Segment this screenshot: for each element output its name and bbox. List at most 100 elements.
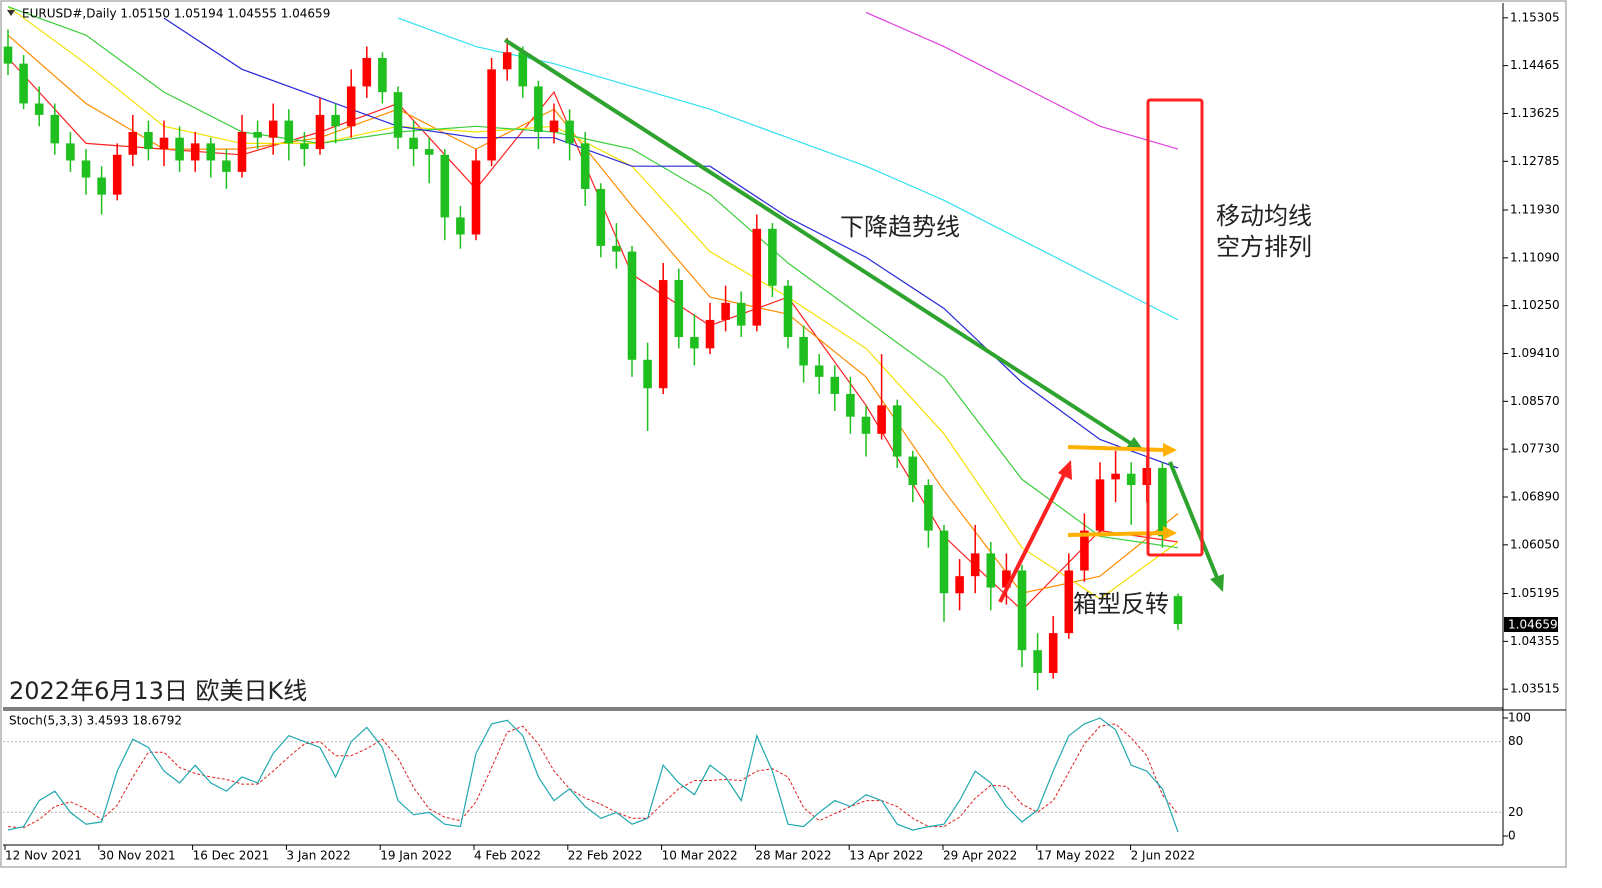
candle-body bbox=[112, 154, 122, 195]
candle-body bbox=[315, 114, 325, 150]
arrow-head bbox=[1163, 443, 1177, 457]
candle-body bbox=[580, 143, 590, 189]
candle-body bbox=[752, 228, 762, 326]
candle-body bbox=[565, 120, 574, 144]
candle-body bbox=[1111, 473, 1120, 480]
candle-body bbox=[830, 376, 840, 394]
y-tick-label: 1.08570 bbox=[1510, 394, 1560, 408]
x-tick-label: 28 Mar 2022 bbox=[755, 849, 831, 863]
arrow-head bbox=[1163, 526, 1177, 540]
candle-body bbox=[471, 160, 481, 235]
chart-title: 2022年6月13日 欧美日K线 bbox=[9, 677, 307, 705]
moving-average bbox=[865, 11, 1179, 150]
candle-body bbox=[19, 63, 28, 104]
candle-body bbox=[1064, 570, 1074, 634]
stoch-d bbox=[7, 723, 1179, 829]
y-tick-label: 1.07730 bbox=[1510, 442, 1560, 456]
candle-body bbox=[846, 393, 855, 417]
moving-average bbox=[7, 6, 1179, 549]
candle-body bbox=[409, 137, 418, 150]
moving-average bbox=[7, 57, 1179, 612]
candle-body bbox=[144, 131, 153, 150]
candle-body bbox=[378, 57, 387, 93]
y-tick-label: 1.14465 bbox=[1510, 58, 1560, 72]
candle-body bbox=[721, 302, 730, 320]
candle-body bbox=[159, 137, 169, 150]
arrow-head bbox=[1058, 460, 1072, 480]
trend-line bbox=[503, 38, 1140, 450]
y-tick-label: 1.12785 bbox=[1510, 154, 1560, 168]
candle-body bbox=[331, 114, 340, 127]
candle-body bbox=[908, 456, 918, 486]
x-tick-label: 12 Nov 2021 bbox=[5, 849, 82, 863]
moving-average bbox=[163, 17, 1179, 469]
candle-body bbox=[799, 336, 808, 366]
x-tick-label: 2 Jun 2022 bbox=[1131, 849, 1196, 863]
x-tick-label: 3 Jan 2022 bbox=[286, 849, 350, 863]
candle-body bbox=[1158, 467, 1167, 537]
candle-body bbox=[424, 149, 434, 155]
candle-body bbox=[1173, 596, 1183, 625]
candle-body bbox=[690, 336, 699, 349]
candle-body bbox=[549, 120, 559, 132]
annotation: 空方排列 bbox=[1216, 233, 1312, 261]
candle-body bbox=[268, 120, 278, 138]
candle-body bbox=[736, 302, 746, 326]
y-tick-label: 1.15305 bbox=[1510, 10, 1560, 24]
annotation: 下降趋势线 bbox=[840, 213, 960, 241]
stoch-tick-label: 0 bbox=[1508, 829, 1516, 843]
stoch-label: Stoch(5,3,3) 3.4593 18.6792 bbox=[9, 714, 182, 728]
moving-average bbox=[397, 17, 1179, 321]
candle-body bbox=[502, 52, 512, 70]
candle-body bbox=[1002, 570, 1011, 588]
y-tick-label: 1.05195 bbox=[1510, 586, 1560, 600]
y-tick-label: 1.06050 bbox=[1510, 537, 1560, 551]
y-tick-label: 1.03515 bbox=[1510, 682, 1560, 696]
price-tag bbox=[1504, 617, 1558, 632]
candle-body bbox=[66, 143, 75, 161]
candle-body bbox=[658, 280, 668, 389]
candle-body bbox=[861, 416, 871, 434]
x-tick-label: 4 Feb 2022 bbox=[474, 849, 541, 863]
candle-body bbox=[3, 46, 13, 64]
candle-body bbox=[1080, 530, 1089, 571]
candle-body bbox=[939, 530, 949, 594]
candle-body bbox=[34, 103, 44, 115]
candle-body bbox=[892, 405, 902, 457]
candle-body bbox=[284, 120, 294, 144]
moving-average bbox=[7, 6, 1179, 600]
y-tick-label: 1.04355 bbox=[1510, 634, 1560, 648]
y-tick-label: 1.11930 bbox=[1510, 203, 1560, 217]
candle-body bbox=[253, 131, 262, 138]
candle-body bbox=[783, 285, 793, 337]
candle-body bbox=[768, 228, 777, 286]
stoch-tick-label: 80 bbox=[1508, 734, 1523, 748]
candle-body bbox=[674, 280, 684, 337]
x-tick-label: 17 May 2022 bbox=[1037, 849, 1115, 863]
x-tick-label: 22 Feb 2022 bbox=[568, 849, 643, 863]
y-tick-label: 1.11090 bbox=[1510, 250, 1560, 264]
x-tick-label: 13 Apr 2022 bbox=[849, 849, 923, 863]
candle-body bbox=[1126, 473, 1136, 486]
moving-average bbox=[7, 34, 1179, 594]
candle-body bbox=[986, 553, 996, 588]
candle-body bbox=[206, 143, 216, 161]
header-icon bbox=[7, 10, 15, 16]
candle-body bbox=[128, 131, 138, 155]
ma-highlight-box bbox=[1146, 98, 1204, 557]
candle-body bbox=[440, 154, 450, 218]
y-tick-label: 1.13625 bbox=[1510, 106, 1560, 120]
stoch-tick-label: 20 bbox=[1508, 805, 1523, 819]
trend-arrow bbox=[1168, 461, 1220, 581]
x-tick-label: 29 Apr 2022 bbox=[943, 849, 1017, 863]
candle-body bbox=[300, 143, 309, 150]
candle-body bbox=[81, 160, 91, 178]
arrow-head bbox=[1210, 574, 1224, 592]
candle-body bbox=[955, 576, 964, 594]
candle-body bbox=[1017, 570, 1027, 651]
candle-body bbox=[1033, 650, 1042, 673]
candle-body bbox=[97, 177, 106, 195]
x-tick-label: 16 Dec 2021 bbox=[193, 849, 270, 863]
candle-body bbox=[596, 188, 606, 246]
